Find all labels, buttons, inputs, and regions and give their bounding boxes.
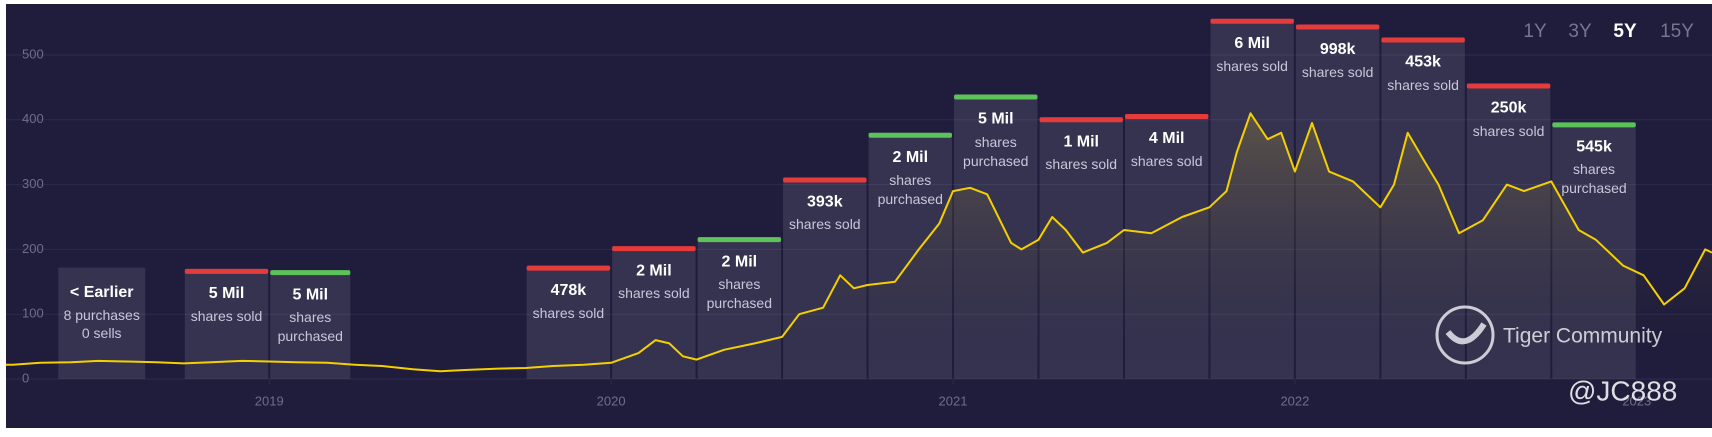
box-label: 6 Mil	[1234, 35, 1270, 52]
insider-bar	[612, 246, 696, 252]
box-label: 5 Mil	[209, 285, 245, 302]
box-detail-text: shares sold	[1045, 156, 1118, 173]
x-tick-label: 2021	[939, 393, 968, 408]
insider-bar	[1466, 83, 1551, 89]
box-detail: 8 purchases	[63, 306, 140, 323]
insider-bar	[697, 237, 782, 243]
box-detail-text: shares purchased	[277, 309, 343, 345]
insider-bar	[783, 177, 867, 183]
price-area	[6, 113, 1712, 380]
range-button[interactable]: 15Y	[1660, 21, 1694, 42]
box-detail: shares sold	[618, 285, 690, 302]
box-detail: shares sold	[1045, 156, 1118, 173]
insider-bar	[184, 268, 269, 274]
box-detail-text: shares sold	[1472, 122, 1545, 139]
x-tick-label: 2020	[597, 393, 626, 408]
box-detail: shares sold	[1216, 57, 1288, 74]
box-label: 478k	[551, 282, 587, 299]
watermark-logo	[1435, 305, 1495, 365]
box-detail-text: shares sold	[532, 304, 605, 321]
insider-bar	[1295, 24, 1380, 30]
insider-bar	[526, 265, 611, 271]
watermark-brand: Tiger Community	[1503, 325, 1663, 348]
range-button[interactable]: 5Y	[1613, 21, 1637, 42]
box-detail-text: shares sold	[618, 285, 690, 302]
box-label: 250k	[1491, 100, 1527, 117]
insider-bar	[1124, 113, 1209, 119]
box-label: 453k	[1405, 54, 1441, 71]
box-label: 1 Mil	[1063, 133, 1099, 150]
box-detail: shares sold	[532, 304, 605, 321]
box-detail-text: shares purchased	[877, 171, 943, 207]
box-label: 545k	[1576, 139, 1612, 156]
insider-box	[526, 265, 611, 379]
y-tick-label: 0	[22, 370, 29, 385]
x-tick-label: 2022	[1280, 393, 1309, 408]
insider-bar	[954, 94, 1038, 100]
insider-bar	[868, 132, 953, 138]
box-label: < Earlier	[70, 284, 134, 301]
box-detail-text: 8 purchases	[63, 306, 140, 323]
insider-bar	[270, 270, 351, 276]
box-detail: shares purchased	[963, 133, 1029, 169]
range-selector: 1Y 3Y 5Y 15Y	[1523, 21, 1694, 42]
y-tick-label: 200	[22, 241, 44, 256]
box-label: 2 Mil	[722, 253, 758, 270]
box-detail-text: 0 sells	[81, 324, 122, 341]
box-detail-text: shares sold	[1130, 152, 1203, 169]
y-tick-label: 500	[22, 46, 44, 61]
box-label: 2 Mil	[636, 262, 672, 279]
box-detail-text: shares sold	[1301, 63, 1374, 80]
box-detail-text: shares purchased	[1561, 161, 1627, 197]
box-detail: shares purchased	[277, 309, 343, 345]
insider-bar	[1552, 122, 1636, 128]
box-detail: shares sold	[789, 216, 861, 233]
box-detail: shares sold	[1130, 152, 1203, 169]
box-detail: shares sold	[1301, 63, 1374, 80]
y-tick-label: 400	[22, 111, 44, 126]
box-detail-text: shares sold	[789, 216, 861, 233]
series	[6, 112, 1712, 380]
box-detail: shares sold	[1387, 76, 1459, 93]
box-label: 5 Mil	[978, 111, 1014, 128]
insider-bar	[1039, 117, 1123, 123]
price-line	[6, 112, 1712, 373]
range-button[interactable]: 1Y	[1523, 21, 1547, 42]
x-tick-label: 2023	[1622, 393, 1651, 408]
box-detail-text: shares sold	[1216, 57, 1288, 74]
box-detail: shares purchased	[1561, 161, 1627, 197]
box-label: 2 Mil	[893, 149, 929, 166]
box-label: 393k	[807, 194, 843, 211]
range-button[interactable]: 3Y	[1568, 21, 1592, 42]
insider-bar	[1381, 37, 1465, 43]
box-detail-text: shares purchased	[963, 133, 1029, 169]
box-detail-text: shares sold	[1387, 76, 1459, 93]
box-label: 998k	[1320, 41, 1356, 58]
box-detail-text: shares sold	[190, 307, 263, 324]
box-detail-text: shares purchased	[706, 276, 773, 312]
box-label: 4 Mil	[1149, 130, 1185, 147]
box-detail: shares purchased	[706, 276, 773, 312]
watermark-logo	[1445, 322, 1487, 345]
watermark: Tiger Community @JC888	[1435, 305, 1677, 406]
box-detail: shares purchased	[877, 171, 943, 207]
box-label: 5 Mil	[292, 286, 328, 303]
box-detail: 0 sells	[81, 324, 122, 341]
watermark-handle: @JC888	[1568, 375, 1677, 406]
box-detail: shares sold	[1472, 122, 1545, 139]
insider-bar	[1210, 18, 1294, 24]
insider-box	[270, 270, 351, 379]
box-detail: shares sold	[190, 307, 263, 324]
labels: 0 100 200 300 400 500 2019 2020 2021 2022 2023	[22, 46, 1651, 408]
x-tick-label: 2019	[255, 393, 284, 408]
y-tick-label: 300	[22, 176, 44, 191]
y-tick-label: 100	[22, 306, 44, 321]
